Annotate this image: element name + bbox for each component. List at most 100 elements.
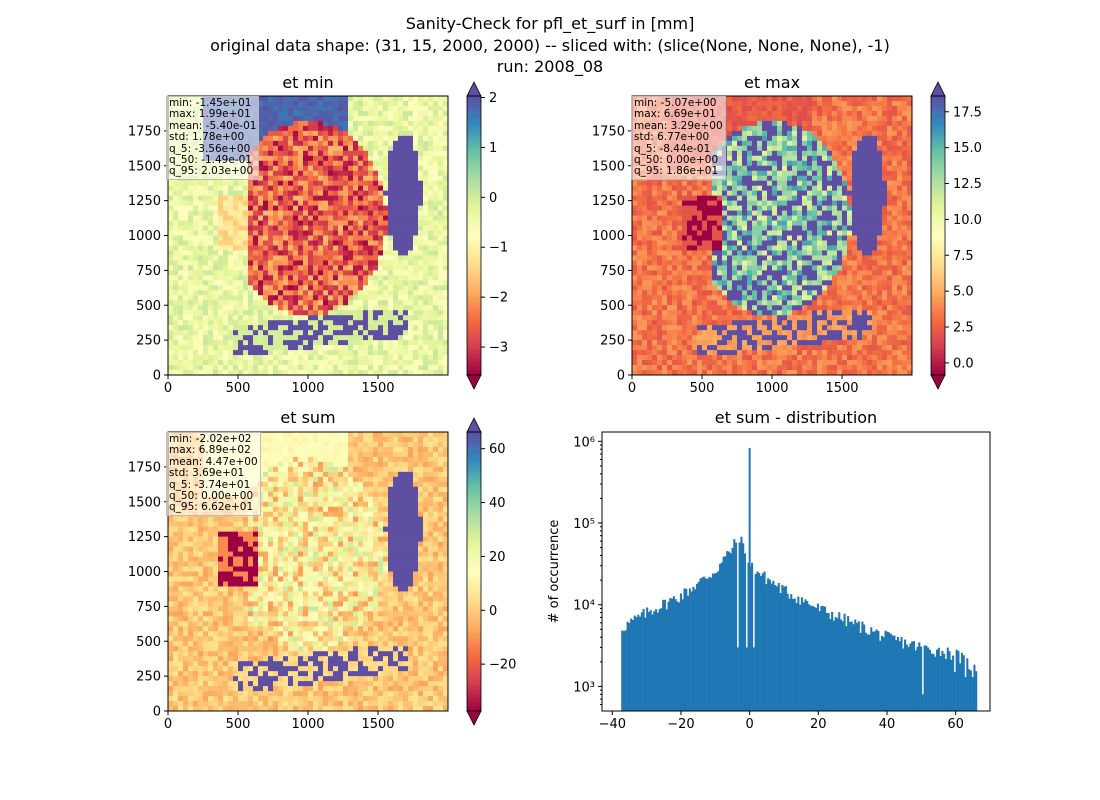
colorbar-segment (467, 293, 481, 297)
heatmap-cell (862, 200, 868, 206)
heatmap-cell (338, 155, 344, 162)
heatmap-cell (273, 250, 279, 256)
heatmap-cell (223, 195, 229, 201)
heatmap-cell (862, 140, 868, 147)
heatmap-cell (867, 160, 873, 167)
heatmap-cell (243, 180, 249, 187)
heatmap-cell (902, 200, 908, 206)
heatmap-cell (378, 355, 384, 361)
heatmap-cell (777, 150, 783, 157)
heatmap-cell (338, 100, 344, 107)
heatmap-cell (907, 215, 913, 221)
heatmap-cell (238, 225, 244, 231)
heatmap-cell (837, 150, 843, 157)
heatmap-cell (697, 240, 703, 246)
heatmap-cell (727, 100, 733, 107)
heatmap-cell (188, 370, 194, 376)
heatmap-cell (443, 320, 449, 326)
heatmap-cell (168, 315, 174, 321)
heatmap-cell (343, 110, 349, 117)
heatmap-cell (732, 220, 738, 226)
heatmap-cell (637, 180, 643, 187)
heatmap-cell (443, 230, 449, 236)
heatmap-cell (632, 210, 638, 216)
colorbar-segment (467, 177, 481, 181)
heatmap-cell (383, 110, 389, 117)
heatmap-cell (263, 230, 269, 236)
heatmap-cell (897, 100, 903, 107)
heatmap-cell (722, 230, 728, 236)
heatmap-cell (727, 96, 733, 102)
heatmap-cell (363, 290, 369, 296)
heatmap-cell (263, 125, 269, 132)
heatmap-cell (827, 110, 833, 117)
heatmap-cell (293, 330, 299, 336)
heatmap-cell (797, 235, 803, 241)
heatmap-cell (253, 355, 259, 361)
heatmap-cell (403, 355, 409, 361)
heatmap-cell (338, 240, 344, 246)
heatmap-cell (318, 315, 324, 321)
heatmap-cell (837, 210, 843, 216)
heatmap-cell (173, 340, 179, 346)
heatmap-cell (298, 140, 304, 147)
heatmap-cell (218, 305, 224, 311)
heatmap-cell (647, 180, 653, 187)
heatmap-cell (313, 130, 319, 137)
heatmap-cell (632, 240, 638, 246)
heatmap-cell (413, 175, 419, 182)
heatmap-cell (867, 185, 873, 192)
heatmap-cell (722, 180, 728, 187)
heatmap-cell (797, 140, 803, 147)
heatmap-cell (408, 260, 414, 266)
heatmap-cell (308, 315, 314, 321)
heatmap-cell (338, 140, 344, 147)
heatmap-cell (308, 220, 314, 226)
heatmap-cell (742, 145, 748, 152)
heatmap-cell (777, 120, 783, 127)
heatmap-cell (747, 130, 753, 137)
heatmap-cell (258, 310, 264, 316)
heatmap-cell (263, 295, 269, 301)
heatmap-cell (283, 335, 289, 341)
heatmap-cell (178, 190, 184, 196)
heatmap-cell (413, 355, 419, 361)
heatmap-cell (832, 190, 838, 196)
heatmap-cell (338, 365, 344, 371)
heatmap-cell (193, 255, 199, 261)
heatmap-cell (852, 165, 858, 172)
heatmap-cell (837, 170, 843, 177)
heatmap-cell (283, 96, 289, 102)
colorbar-segment (467, 326, 481, 329)
heatmap-cell (268, 140, 274, 147)
heatmap-cell (333, 220, 339, 226)
heatmap-cell (313, 335, 319, 341)
heatmap-cell (263, 165, 269, 172)
heatmap-cell (263, 175, 269, 182)
heatmap-cell (253, 310, 259, 316)
heatmap-cell (832, 205, 838, 211)
heatmap-cell (727, 175, 733, 182)
heatmap-cell (777, 195, 783, 201)
heatmap-cell (358, 300, 364, 306)
heatmap-cell (772, 135, 778, 142)
heatmap-cell (827, 150, 833, 157)
heatmap-cell (672, 235, 678, 241)
heatmap-cell (183, 180, 189, 187)
heatmap-cell (772, 105, 778, 112)
heatmap-cell (248, 355, 254, 361)
heatmap-cell (393, 370, 399, 376)
heatmap-cell (742, 120, 748, 127)
heatmap-cell (657, 245, 663, 251)
heatmap-cell (827, 135, 833, 142)
heatmap-cell (188, 365, 194, 371)
heatmap-cell (333, 130, 339, 137)
heatmap-cell (378, 350, 384, 356)
heatmap-cell (293, 310, 299, 316)
heatmap-cell (283, 350, 289, 356)
heatmap-cell (338, 270, 344, 276)
heatmap-cell (223, 285, 229, 291)
heatmap-cell (383, 250, 389, 256)
heatmap-cell (777, 185, 783, 192)
heatmap-cell (218, 300, 224, 306)
